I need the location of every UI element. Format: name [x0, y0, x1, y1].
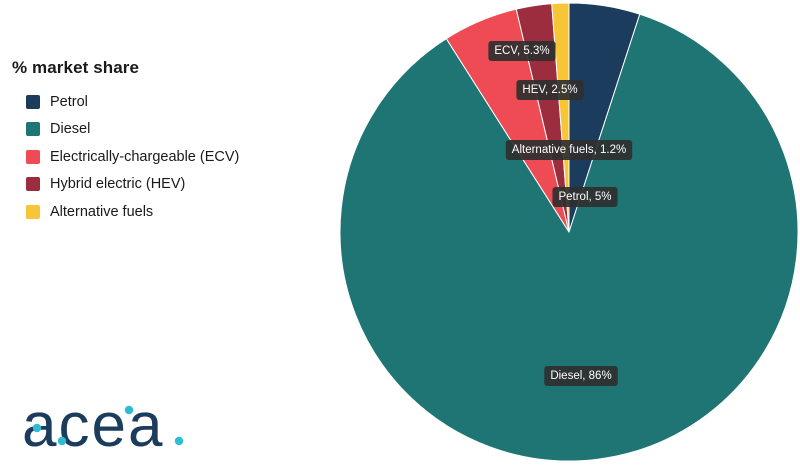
legend-item[interactable]: Alternative fuels — [12, 198, 239, 226]
chart-legend: % market share Petrol Diesel Electrically-… — [12, 58, 239, 226]
data-label-box — [505, 140, 633, 161]
legend-item[interactable]: Electrically-chargeable (ECV) — [12, 143, 239, 171]
legend-label: Electrically-chargeable (ECV) — [50, 148, 240, 165]
legend-swatch — [26, 177, 40, 192]
legend-label: Alternative fuels — [50, 203, 154, 220]
acea-logo-mark: acea — [22, 391, 184, 460]
pie-slice[interactable] — [551, 2, 570, 233]
data-label-box — [552, 187, 618, 208]
svg-text:acea: acea — [22, 396, 164, 456]
legend-item[interactable]: Hybrid electric (HEV) — [12, 171, 239, 199]
legend-label: Petrol — [50, 93, 88, 110]
legend-item[interactable]: Diesel — [12, 116, 239, 144]
data-label-text: HEV, 2.5% — [522, 84, 577, 96]
data-label-box — [544, 366, 618, 387]
legend-swatch — [26, 94, 40, 109]
legend-swatch — [26, 149, 40, 164]
data-label: HEV, 2.5% — [516, 80, 584, 101]
legend-swatch — [26, 204, 40, 219]
data-label-text: Petrol, 5% — [558, 191, 611, 203]
data-label-text: Alternative fuels, 1.2% — [512, 144, 626, 156]
legend-items: Petrol Diesel Electrically-chargeable (ECV… — [12, 88, 239, 226]
data-label: Diesel, 86% — [544, 366, 618, 387]
data-label: Alternative fuels, 1.2% — [505, 140, 633, 161]
acea-logo: acea — [22, 391, 192, 461]
pie-data-labels: Petrol, 5% Diesel, 86% ECV, 5.3% HEV, 2.5% A… — [488, 41, 633, 387]
data-label-text: Diesel, 86% — [550, 370, 611, 382]
legend-label: Diesel — [50, 121, 91, 138]
data-label-box — [488, 41, 556, 62]
data-label: ECV, 5.3% — [488, 41, 556, 62]
legend-title: % market share — [12, 58, 140, 77]
data-label-box — [516, 80, 584, 101]
data-label: Petrol, 5% — [552, 187, 618, 208]
data-label-text: ECV, 5.3% — [494, 45, 549, 57]
pie-slice[interactable] — [339, 13, 799, 462]
legend-item[interactable]: Petrol — [12, 88, 239, 116]
legend-label: Hybrid electric (HEV) — [50, 176, 186, 193]
pie-slices — [339, 2, 799, 462]
legend-swatch — [26, 122, 40, 137]
